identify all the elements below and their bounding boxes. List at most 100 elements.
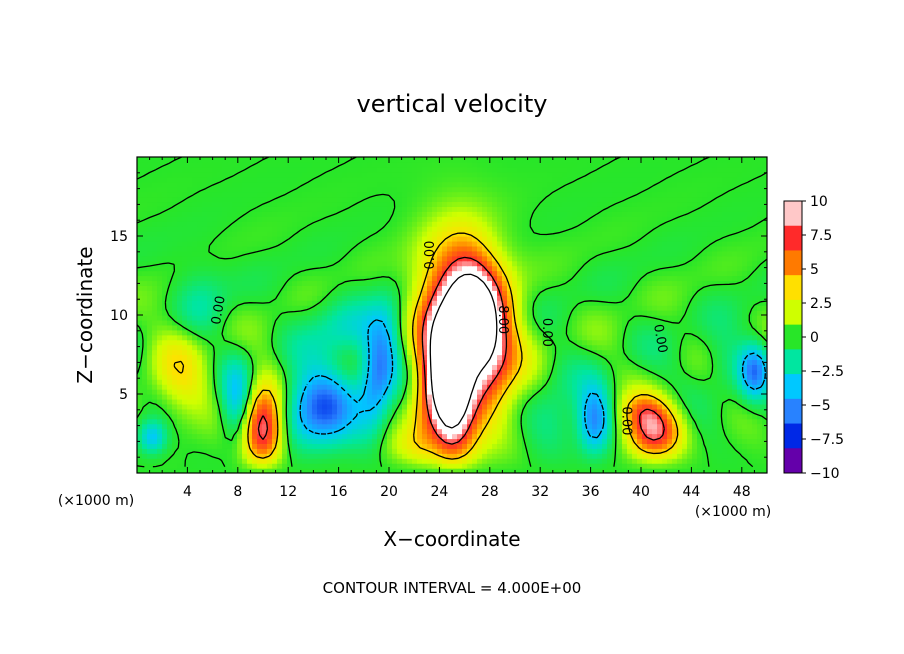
field-cell [137,394,143,400]
field-cell [572,295,578,301]
field-cell [712,319,718,326]
field-cell [472,324,478,331]
field-cell [252,305,258,311]
field-cell [592,354,598,361]
field-cell [227,295,233,301]
field-cell [757,285,763,291]
field-cell [542,423,548,430]
field-cell [662,403,668,410]
field-cell [462,389,468,395]
field-cell [642,354,648,361]
field-cell [647,468,653,473]
field-cell [597,305,603,311]
field-cell [672,408,678,415]
field-cell [192,295,198,301]
field-cell [162,319,168,326]
field-cell [527,324,533,331]
field-cell [467,379,473,385]
field-cell [652,319,658,326]
field-cell [327,384,333,390]
field-cell [362,468,368,473]
field-cell [302,275,308,282]
field-cell [262,408,268,415]
field-cell [482,438,488,444]
field-cell [432,344,438,351]
field-cell [667,295,673,301]
field-cell [677,433,683,440]
field-cell [567,448,573,454]
field-cell [617,305,623,311]
field-cell [622,458,628,464]
field-cell [282,408,288,415]
field-cell [642,290,648,296]
field-cell [657,423,663,430]
field-cell [482,443,488,449]
field-cell [212,319,218,326]
field-cell [752,398,758,405]
field-cell [392,438,398,444]
field-cell [572,344,578,351]
field-cell [257,384,263,390]
field-cell [597,334,603,341]
field-cell [557,463,563,469]
field-cell [467,290,473,296]
field-cell [592,463,598,469]
field-cell [192,458,198,464]
field-cell [292,364,298,370]
field-cell [362,295,368,301]
field-cell [352,463,358,469]
field-cell [347,315,353,321]
field-cell [192,389,198,395]
field-cell [467,389,473,395]
field-cell [347,458,353,464]
field-cell [282,324,288,331]
field-cell [577,295,583,301]
field-cell [267,443,273,449]
field-cell [622,315,628,321]
field-cell [462,300,468,306]
field-cell [442,324,448,331]
field-cell [197,295,203,301]
field-cell [602,398,608,405]
field-cell [152,413,158,420]
field-cell [317,433,323,440]
field-cell [192,438,198,444]
field-cell [752,305,758,311]
field-cell [182,423,188,430]
field-cell [642,315,648,321]
field-cell [697,458,703,464]
field-cell [202,305,208,311]
field-cell [142,369,148,375]
field-cell [562,324,568,331]
field-cell [677,315,683,321]
field-cell [297,339,303,346]
field-cell [727,374,733,380]
field-cell [142,324,148,331]
field-cell [422,413,428,420]
field-cell [602,433,608,440]
field-cell [297,463,303,469]
field-cell [262,369,268,375]
field-cell [722,285,728,291]
field-cell [762,324,767,331]
field-cell [407,369,413,375]
field-cell [492,428,498,435]
field-cell [492,354,498,361]
field-cell [507,398,513,405]
field-cell [392,403,398,410]
field-cell [302,398,308,405]
field-cell [192,408,198,415]
field-cell [217,324,223,331]
field-cell [187,369,193,375]
field-cell [727,344,733,351]
field-cell [222,443,228,449]
field-cell [607,379,613,385]
field-cell [742,448,748,454]
field-cell [267,448,273,454]
field-cell [237,364,243,370]
field-cell [417,453,423,459]
field-cell [637,428,643,435]
field-cell [577,359,583,365]
field-cell [642,458,648,464]
field-cell [722,349,728,356]
